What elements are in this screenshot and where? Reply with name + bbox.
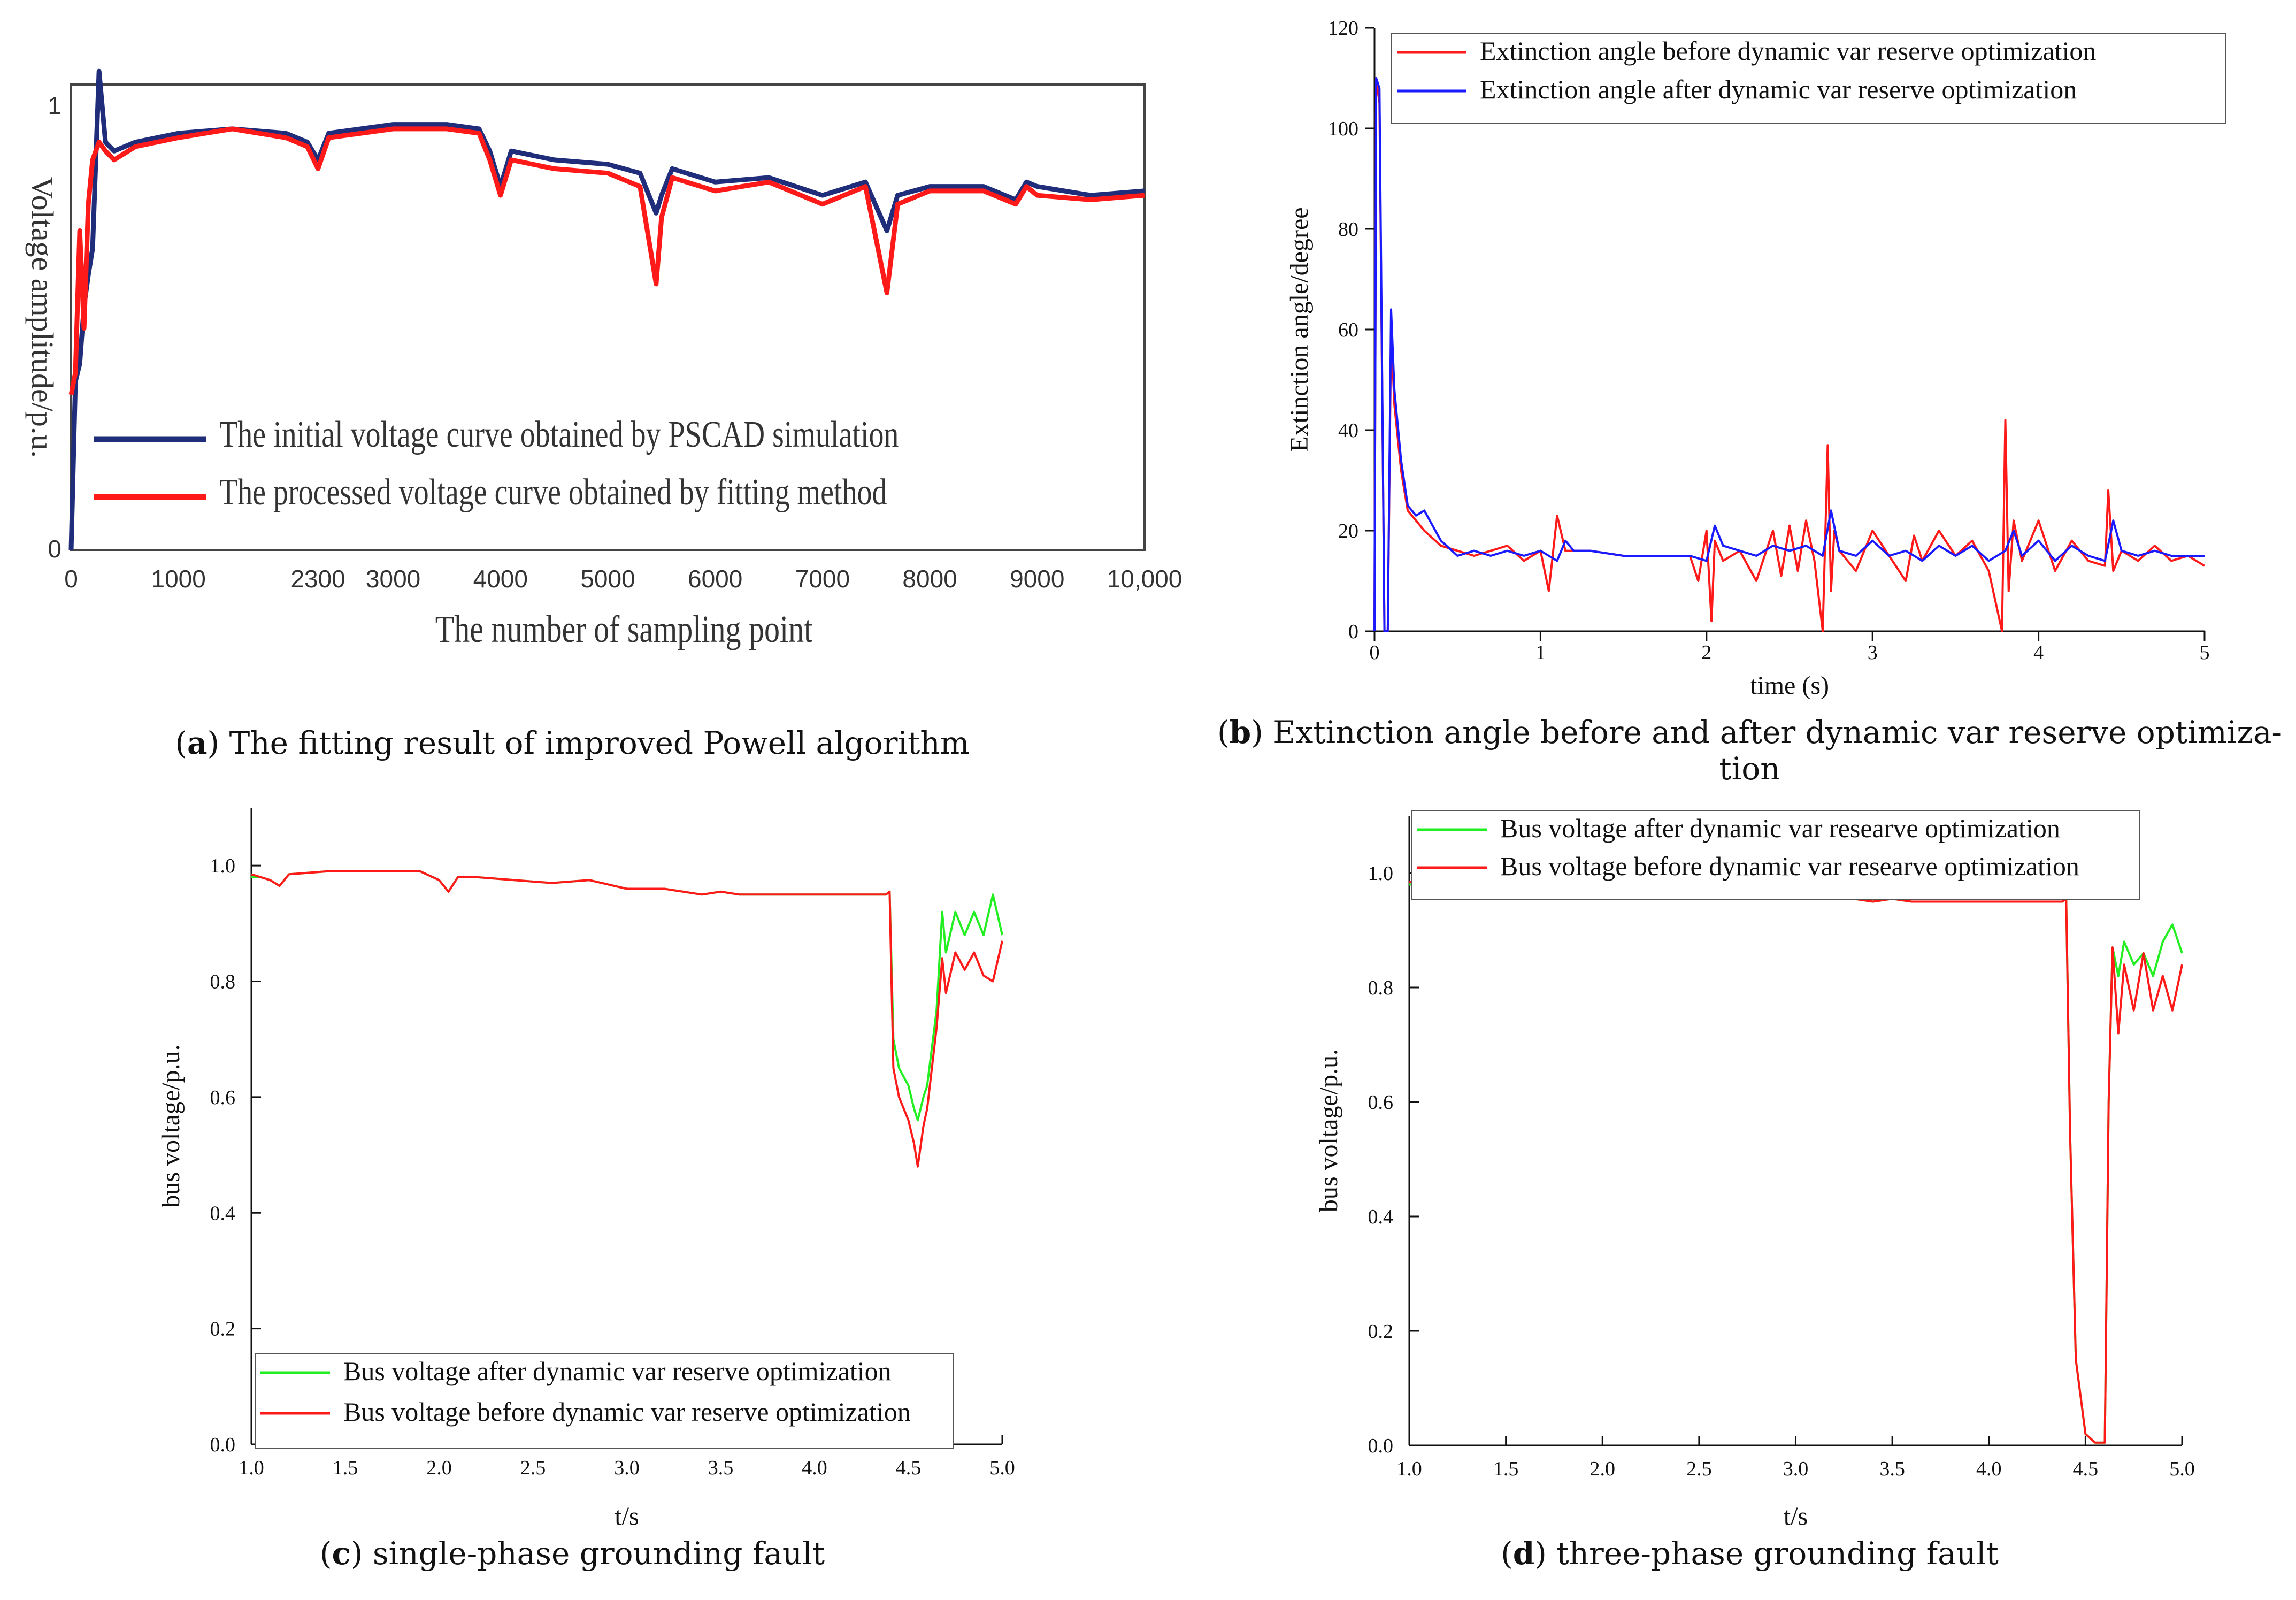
chart-d-ytick-label: 0.2 <box>1368 1320 1394 1343</box>
chart-c-xtick-label: 3.5 <box>708 1457 734 1479</box>
chart-d-xtick-label: 4.5 <box>2073 1458 2099 1480</box>
chart-a-ytick-label: 0 <box>48 535 62 563</box>
chart-c-xtick-label: 4.5 <box>896 1457 922 1479</box>
chart-d-legend-label-2: Bus voltage before dynamic var researve … <box>1500 851 2079 881</box>
chart-a-xtick-label: 3000 <box>366 565 420 593</box>
chart-b-xtick-label: 0 <box>1370 641 1380 664</box>
chart-d-ytick-label: 0.6 <box>1368 1091 1394 1114</box>
chart-d-ytick-label: 0.8 <box>1368 977 1394 999</box>
caption-b-text-line2: tion <box>1719 751 1780 787</box>
chart-b-xtick-label: 2 <box>1701 641 1711 664</box>
chart-c-xtick-label: 3.0 <box>614 1457 640 1479</box>
chart-c-xtick-label: 1.0 <box>239 1457 264 1479</box>
chart-d-xtick-label: 5.0 <box>2169 1458 2195 1480</box>
chart-b-legend-box <box>1391 33 2226 124</box>
chart-b-ytick-label: 40 <box>1338 419 1358 442</box>
caption-d-text: three-phase grounding fault <box>1546 1535 1999 1572</box>
chart-c-legend-label-2: Bus voltage before dynamic var reserve o… <box>343 1397 911 1427</box>
chart-c-ytick-label: 1.0 <box>210 855 236 877</box>
chart-a-y-axis-label: Voltage amplitude/p.u. <box>25 177 60 458</box>
chart-b-ytick-label: 60 <box>1338 319 1358 341</box>
chart-a-legend-label-2: The processed voltage curve obtained by … <box>219 471 887 512</box>
chart-a-xtick-label: 6000 <box>688 565 742 593</box>
chart-b-y-axis-label: Extinction angle/degree <box>1285 207 1314 451</box>
chart-c-xtick-label: 2.5 <box>520 1457 546 1479</box>
chart-b-xtick-label: 5 <box>2200 641 2210 664</box>
chart-a-x-axis-label: The number of sampling point <box>435 608 812 651</box>
chart-c-ytick-label: 0.4 <box>210 1202 236 1224</box>
chart-c-xtick-label: 2.0 <box>426 1457 452 1479</box>
chart-b-legend-label-1: Extinction angle before dynamic var rese… <box>1480 36 2096 66</box>
chart-d-xtick-label: 2.0 <box>1590 1458 1616 1480</box>
caption-d: (d) three-phase grounding fault <box>1501 1535 1999 1572</box>
chart-a-xtick-label: 10,000 <box>1107 565 1182 593</box>
chart-d-ytick-label: 0.0 <box>1368 1435 1394 1457</box>
chart-a-xtick-label: 5000 <box>580 565 635 593</box>
caption-b-text: Extinction angle before and after dynami… <box>1263 714 2282 751</box>
chart-b-xtick-label: 1 <box>1535 641 1546 664</box>
chart-c-legend-box <box>255 1353 954 1449</box>
chart-b-series-1-line <box>1373 77 2206 632</box>
chart-a-xtick-label: 1000 <box>151 565 206 593</box>
chart-b-legend-label-2: Extinction angle after dynamic var reser… <box>1480 74 2077 104</box>
chart-c-x-axis-label: t/s <box>615 1502 639 1530</box>
chart-b-x-axis-label: time (s) <box>1750 671 1829 700</box>
chart-a-xtick-label: 2300 <box>290 565 345 593</box>
chart-b-xtick-label: 3 <box>1868 641 1878 664</box>
chart-b-xtick-label: 4 <box>2033 641 2044 664</box>
caption-c-letter: c <box>332 1535 351 1572</box>
chart-a-series-2-line <box>68 126 1145 395</box>
chart-b-ytick-label: 20 <box>1338 520 1358 542</box>
chart-b-ytick-label: 100 <box>1328 118 1358 140</box>
caption-b-letter: b <box>1229 714 1251 751</box>
chart-d-xtick-label: 3.0 <box>1783 1458 1809 1480</box>
chart-a-frame <box>70 83 1146 551</box>
chart-a-ytick-label: 1 <box>48 91 62 119</box>
chart-b-ytick-label: 80 <box>1338 218 1358 241</box>
chart-d-xtick-label: 4.0 <box>1976 1458 2002 1480</box>
caption-c-text: single-phase grounding fault <box>363 1535 825 1572</box>
chart-d-series-2-line <box>1409 877 2183 1444</box>
chart-c-xtick-label: 5.0 <box>989 1457 1015 1479</box>
chart-c-ytick-label: 0.0 <box>210 1434 236 1456</box>
chart-d-series-1-line <box>1409 877 2183 1444</box>
chart-a-xtick-label: 8000 <box>902 565 957 593</box>
chart-c-ytick-label: 0.2 <box>210 1318 236 1341</box>
chart-c-xtick-label: 4.0 <box>802 1457 827 1479</box>
chart-d-ytick-label: 1.0 <box>1368 862 1394 885</box>
chart-d-ytick-label: 0.4 <box>1368 1206 1394 1228</box>
chart-d-y-axis-label: bus voltage/p.u. <box>1315 1049 1343 1212</box>
chart-a-legend-label-1: The initial voltage curve obtained by PS… <box>219 414 899 455</box>
chart-c-xtick-label: 1.5 <box>333 1457 358 1479</box>
chart-b-ytick-label: 0 <box>1348 621 1358 643</box>
caption-a: (a) The fitting result of improved Powel… <box>175 725 970 761</box>
chart-c-ytick-label: 0.6 <box>210 1086 236 1109</box>
chart-c-legend-label-1: Bus voltage after dynamic var reserve op… <box>343 1356 892 1386</box>
chart-d-legend-box <box>1411 810 2140 900</box>
caption-a-text: The fitting result of improved Powell al… <box>219 725 970 761</box>
chart-d-x-axis-label: t/s <box>1784 1502 1808 1530</box>
chart-b-ytick-label: 120 <box>1328 17 1358 40</box>
chart-d-xtick-label: 1.5 <box>1493 1458 1519 1480</box>
chart-d-legend-label-1: Bus voltage after dynamic var researve o… <box>1500 813 2060 843</box>
caption-a-letter: a <box>187 725 208 761</box>
chart-d-xtick-label: 2.5 <box>1686 1458 1712 1480</box>
chart-c-ytick-label: 0.8 <box>210 971 236 993</box>
chart-a-xtick-label: 7000 <box>795 565 850 593</box>
chart-a-xtick-label: 9000 <box>1010 565 1064 593</box>
chart-c-y-axis-label: bus voltage/p.u. <box>157 1044 185 1207</box>
chart-a-xtick-label: 4000 <box>473 565 528 593</box>
chart-a-series-1-line <box>68 68 1145 550</box>
caption-c: (c) single-phase grounding fault <box>319 1535 825 1572</box>
chart-c-series-2-line <box>251 870 1003 1168</box>
chart-d-xtick-label: 3.5 <box>1879 1458 1905 1480</box>
chart-a-xtick-label: 0 <box>64 565 78 593</box>
caption-b: (b) Extinction angle before and after dy… <box>1217 714 2282 787</box>
chart-d-xtick-label: 1.0 <box>1396 1458 1422 1480</box>
caption-d-letter: d <box>1512 1535 1535 1572</box>
chart-b-series-2-line <box>1373 77 2205 632</box>
